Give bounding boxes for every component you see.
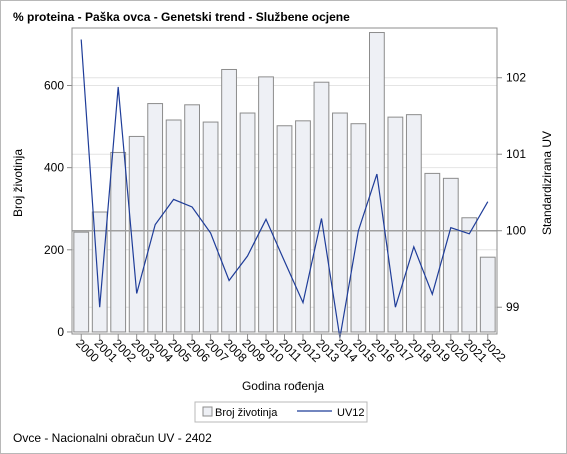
- bar-2009: [239, 112, 256, 333]
- bar-2021: [461, 217, 478, 333]
- bar-series: [73, 32, 496, 333]
- bar-2018: [405, 114, 422, 333]
- y-right-tick-label: 100: [506, 224, 526, 238]
- y-left-tick-label: 0: [57, 325, 64, 339]
- bar-2012: [295, 120, 311, 333]
- axis-layer: [67, 27, 502, 339]
- bar-2000: [73, 231, 90, 333]
- bar-2015: [350, 123, 367, 333]
- y-axis-left-title: Broj životinja: [11, 149, 25, 217]
- legend: Broj životinja UV12: [194, 401, 368, 423]
- bar-2017: [387, 116, 404, 333]
- legend-line-label: UV12: [337, 407, 365, 419]
- bar-2013: [313, 81, 330, 333]
- legend-bar-label: Broj životinja: [215, 407, 278, 419]
- bar-2002: [110, 151, 127, 333]
- bar-2005: [165, 119, 182, 333]
- y-right-tick-label: 102: [506, 71, 526, 85]
- y-axis-right-title: Standardizirana UV: [540, 131, 554, 235]
- bar-2008: [221, 68, 237, 333]
- x-axis-title: Godina rođenja: [242, 379, 324, 393]
- bar-2020: [442, 177, 459, 333]
- chart-footnote: Ovce - Nacionalni obračun UV - 2402: [13, 431, 212, 445]
- bar-2004: [147, 103, 164, 333]
- bar-2014: [332, 112, 348, 333]
- chart-title: % proteina - Paška ovca - Genetski trend…: [13, 10, 350, 24]
- y-left-tick-label: 600: [44, 79, 64, 93]
- y-right-tick-label: 101: [506, 147, 526, 161]
- bar-2011: [276, 125, 293, 333]
- legend-box: [194, 401, 368, 423]
- bar-2007: [202, 121, 219, 333]
- bar-2019: [424, 172, 441, 333]
- line-series: [80, 39, 489, 338]
- y-left-tick-label: 400: [44, 161, 64, 175]
- uv12-line: [80, 39, 489, 338]
- y-left-tick-label: 200: [44, 243, 64, 257]
- label-layer: 0200400600991001011022000200120022003200…: [44, 71, 526, 366]
- bar-2022: [479, 256, 496, 333]
- bar-2016: [369, 32, 385, 333]
- bar-2006: [184, 104, 201, 333]
- bar-2010: [258, 76, 274, 333]
- bar-2003: [128, 135, 145, 333]
- y-right-tick-label: 99: [506, 300, 520, 314]
- bar-2001: [91, 211, 108, 333]
- legend-bar-swatch: [202, 406, 213, 417]
